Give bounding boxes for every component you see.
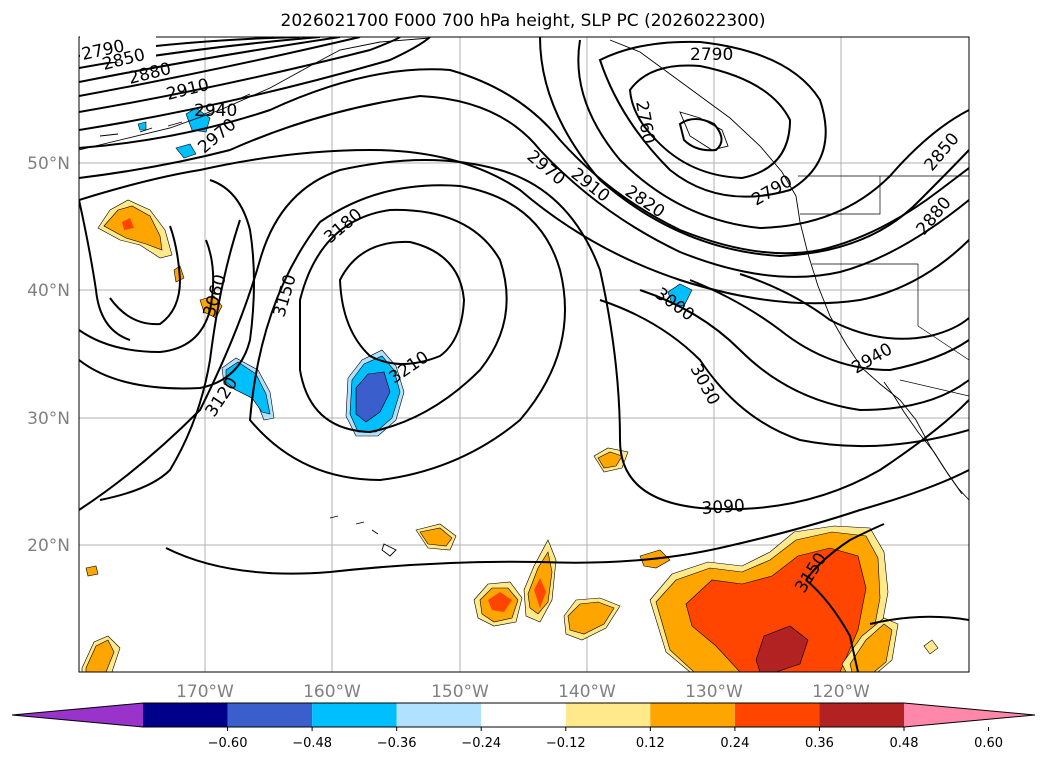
longitude-labels: 170°W 160°W 150°W 140°W 130°W 120°W <box>176 682 870 702</box>
map-title: 2026021700 F000 700 hPa height, SLP PC (… <box>281 11 766 31</box>
border-us-mexico <box>899 379 969 397</box>
contour-line <box>79 37 361 97</box>
contour-line <box>599 299 969 448</box>
contour-line <box>79 68 969 255</box>
contour-line <box>79 148 969 305</box>
colorbar-segment <box>481 703 566 727</box>
contour-line <box>739 273 969 340</box>
contour-line <box>577 39 969 230</box>
lat-label-30n: 30°N <box>27 409 70 429</box>
contour-label: 2790 <box>690 45 733 65</box>
contour-line <box>79 94 969 278</box>
latitude-labels: 50°N 40°N 30°N 20°N <box>27 154 70 556</box>
lon-label-140w: 140°W <box>558 682 616 702</box>
colorbar: −0.60 −0.48 −0.36 −0.24 −0.12 0.12 0.24 0.36 0.4… <box>11 702 1036 751</box>
lat-label-20n: 20°N <box>27 536 70 556</box>
anomaly-positive-patch <box>488 592 512 612</box>
colorbar-segment <box>396 703 482 727</box>
anomaly-negative-patch <box>355 371 391 423</box>
coastline-baja <box>883 381 963 495</box>
contour-label: 2940 <box>194 101 237 121</box>
anomaly-positive-patch <box>122 218 134 230</box>
anomaly-positive-patch <box>85 639 115 672</box>
contour-line <box>805 579 859 672</box>
anomaly-positive-patch <box>685 547 867 672</box>
colorbar-tick-label: −0.48 <box>292 736 332 751</box>
contour-line <box>299 208 508 434</box>
anomaly-negative-patch <box>175 143 197 159</box>
contour-line <box>79 37 401 113</box>
colorbar-segment <box>819 703 904 727</box>
anomaly-positive-patch <box>419 527 453 547</box>
contour-line <box>109 225 182 326</box>
map-area <box>79 37 969 672</box>
contour-line <box>99 219 241 501</box>
lat-label-50n: 50°N <box>27 154 70 174</box>
lon-label-130w: 130°W <box>685 682 743 702</box>
contour-line <box>79 159 969 511</box>
height-contours <box>79 37 969 672</box>
contour-line <box>338 240 466 365</box>
contour-line <box>79 37 341 83</box>
colorbar-outline <box>11 702 1036 728</box>
contour-line <box>805 523 885 581</box>
contour-line <box>539 37 969 258</box>
contour-line <box>678 118 723 152</box>
map-frame <box>78 36 970 673</box>
lon-label-160w: 160°W <box>303 682 361 702</box>
anomaly-positive-patch <box>85 565 99 577</box>
contour-line <box>79 239 215 354</box>
contour-line <box>639 289 969 412</box>
contour-line <box>869 615 969 625</box>
lon-label-150w: 150°W <box>431 682 489 702</box>
anomaly-negative-patch <box>225 361 271 415</box>
contour-line <box>165 469 969 575</box>
contour-label: 3090 <box>701 496 746 519</box>
anomaly-positive-patch <box>849 623 893 672</box>
lat-label-40n: 40°N <box>27 281 70 301</box>
colorbar-tick-label: 0.12 <box>636 736 665 751</box>
anomaly-positive-patch <box>534 578 546 608</box>
contour-line <box>79 179 255 390</box>
colorbar-extend-max <box>904 703 1035 727</box>
colorbar-segment <box>143 703 228 727</box>
contour-line <box>598 40 827 198</box>
anomaly-positive-patch <box>923 639 939 655</box>
colorbar-segment <box>312 703 397 727</box>
anomaly-positive-patch <box>567 601 615 635</box>
anomaly-positive-patch <box>597 451 623 469</box>
contour-line <box>248 184 566 482</box>
colorbar-tick-label: −0.36 <box>377 736 417 751</box>
contour-line <box>628 64 792 180</box>
lon-label-120w: 120°W <box>812 682 870 702</box>
colorbar-tick-label: 0.36 <box>805 736 834 751</box>
coastline-hawaii <box>329 515 397 557</box>
border-ca-nv <box>917 264 969 361</box>
colorbar-segment <box>565 703 651 727</box>
colorbar-tick-label: 0.60 <box>974 736 1003 751</box>
anomaly-positive-patch <box>755 625 809 672</box>
border-wa-or <box>800 176 881 215</box>
contour-line <box>79 199 131 341</box>
coastline-vancouver-island <box>679 111 729 151</box>
colorbar-tick-label: −0.60 <box>208 736 248 751</box>
colorbar-tick-label: −0.24 <box>461 736 501 751</box>
coastline-alaska <box>79 37 431 151</box>
colorbar-segment <box>227 703 313 727</box>
coastline-aleutians <box>99 93 251 137</box>
colorbar-extend-min <box>12 703 143 727</box>
contour-line <box>79 37 431 131</box>
colorbar-segment <box>650 703 735 727</box>
colorbar-tick-label: 0.48 <box>890 736 919 751</box>
colorbar-segment <box>734 703 820 727</box>
lon-label-170w: 170°W <box>176 682 234 702</box>
coastline-alaska-panhandle <box>609 39 797 197</box>
contour-line <box>689 279 969 372</box>
contour-line <box>79 37 321 69</box>
colorbar-tick-label: −0.12 <box>546 736 586 751</box>
coastlines <box>79 37 969 557</box>
colorbar-tick-label: 0.24 <box>720 736 749 751</box>
